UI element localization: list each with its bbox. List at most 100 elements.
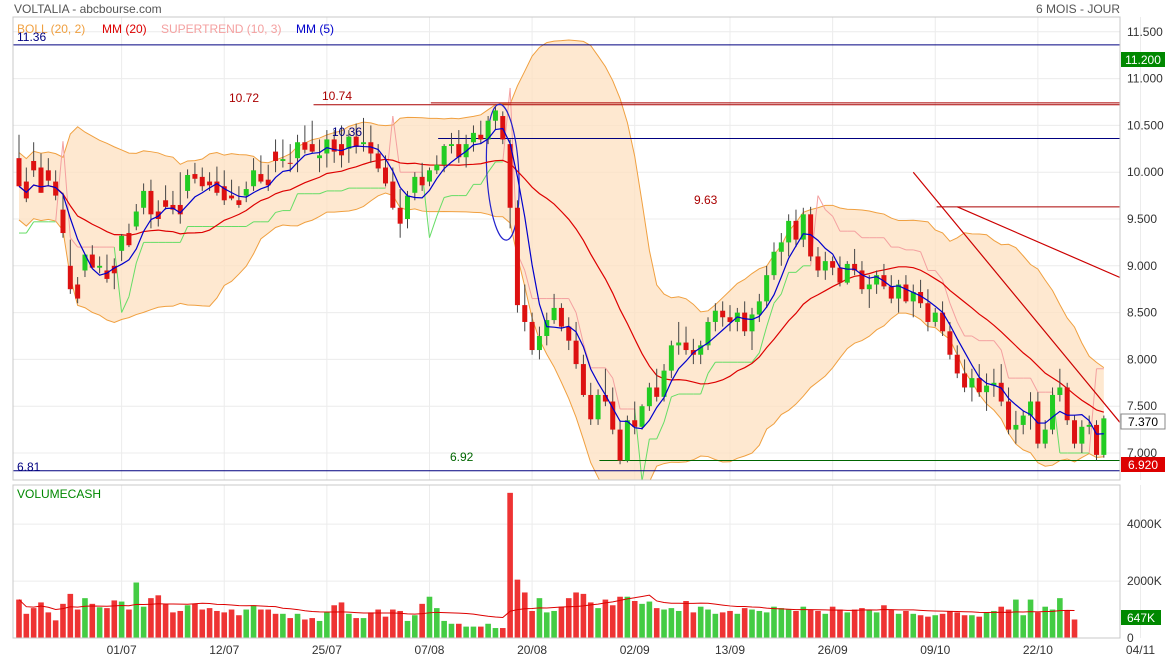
volume-bar bbox=[250, 605, 257, 638]
volume-bar bbox=[272, 613, 279, 638]
period-label: 6 MOIS - JOUR bbox=[1036, 2, 1120, 16]
volume-bar bbox=[243, 609, 250, 638]
candle-body bbox=[815, 256, 821, 271]
volume-bar bbox=[543, 612, 550, 638]
candle-body bbox=[251, 170, 257, 187]
volume-bar bbox=[690, 612, 697, 638]
supertrend-segment bbox=[487, 161, 496, 173]
volume-bar bbox=[316, 620, 323, 638]
volume-bar bbox=[932, 615, 939, 638]
candle-body bbox=[1094, 424, 1100, 455]
supertrend-segment bbox=[971, 335, 980, 342]
candle-body bbox=[104, 270, 110, 279]
date-tick-label: 13/09 bbox=[715, 643, 745, 657]
candle-body bbox=[1028, 401, 1034, 416]
date-tick-label: 01/07 bbox=[107, 643, 137, 657]
volume-bar bbox=[903, 610, 909, 638]
supertrend-segment bbox=[604, 367, 614, 379]
supertrend-segment bbox=[179, 226, 189, 243]
candle-body bbox=[617, 429, 623, 461]
candle-body bbox=[1079, 426, 1085, 444]
candle-body bbox=[522, 305, 528, 322]
volume-title: VOLUMECASH bbox=[17, 487, 101, 501]
candle-body bbox=[368, 142, 374, 154]
volume-bar bbox=[565, 598, 572, 638]
date-tick-label: 02/09 bbox=[620, 643, 650, 657]
supertrend-segment bbox=[55, 141, 64, 222]
candle-body bbox=[31, 160, 37, 171]
candle-body bbox=[280, 159, 286, 161]
candle-body bbox=[595, 394, 601, 420]
volume-bar bbox=[639, 603, 645, 638]
price-panel bbox=[13, 39, 1120, 480]
volume-bar bbox=[1057, 598, 1063, 638]
volume-bar bbox=[52, 620, 59, 638]
candle-body bbox=[60, 209, 66, 234]
candle-body bbox=[771, 251, 777, 276]
candle-body bbox=[837, 267, 843, 283]
candle-body bbox=[361, 142, 367, 145]
supertrend-segment bbox=[934, 270, 943, 281]
candle-body bbox=[683, 342, 689, 351]
candle-body bbox=[456, 144, 462, 158]
volume-bar bbox=[294, 613, 301, 638]
supertrend-segment bbox=[121, 296, 130, 313]
candle-body bbox=[852, 263, 858, 271]
volume-bar bbox=[228, 609, 235, 638]
volume-bar bbox=[683, 601, 689, 638]
volume-bar bbox=[126, 609, 132, 638]
candle-body bbox=[822, 261, 828, 271]
volume-bar bbox=[998, 606, 1005, 638]
supertrend-segment bbox=[956, 321, 966, 337]
level-label-6-81: 6.81 bbox=[17, 460, 41, 474]
badge-11-200-text: 11.200 bbox=[1125, 53, 1161, 67]
candle-body bbox=[45, 170, 51, 181]
volume-bar bbox=[580, 593, 587, 638]
candle-body bbox=[419, 176, 425, 186]
supertrend-segment bbox=[949, 303, 958, 323]
candle-body bbox=[67, 265, 73, 290]
price-tick-label: 10.000 bbox=[1127, 165, 1164, 179]
volume-bar bbox=[749, 609, 755, 638]
volume-bar bbox=[507, 492, 513, 638]
candle-body bbox=[287, 162, 293, 164]
candle-body bbox=[207, 181, 213, 186]
volume-bar bbox=[969, 615, 975, 638]
candle-body bbox=[148, 190, 154, 215]
candle-body bbox=[624, 420, 630, 461]
volume-bar bbox=[727, 610, 733, 638]
volume-bar bbox=[448, 623, 455, 638]
date-tick-label: 26/09 bbox=[818, 643, 848, 657]
candle-body bbox=[448, 144, 454, 146]
candle-body bbox=[16, 158, 22, 187]
volume-tick-label: 2000K bbox=[1127, 574, 1162, 588]
volume-bar bbox=[741, 608, 748, 638]
volume-bar bbox=[1020, 615, 1027, 638]
volume-bar bbox=[404, 620, 411, 638]
supertrend-segment bbox=[319, 190, 328, 195]
volume-bar bbox=[118, 601, 125, 638]
volume-bar bbox=[1035, 612, 1041, 638]
candle-body bbox=[390, 181, 396, 208]
volume-bar bbox=[1071, 619, 1078, 638]
date-tick-label: 20/08 bbox=[517, 643, 547, 657]
candle-body bbox=[97, 265, 103, 268]
level-label-10-36: 10.36 bbox=[332, 125, 362, 139]
volume-bar bbox=[309, 618, 315, 638]
candle-body bbox=[23, 181, 29, 199]
candle-body bbox=[529, 321, 535, 351]
price-tick-label: 9.000 bbox=[1127, 259, 1157, 273]
supertrend-segment bbox=[275, 210, 284, 213]
volume-panel bbox=[16, 492, 1078, 638]
candle-body bbox=[1050, 394, 1056, 430]
supertrend-segment bbox=[780, 272, 790, 295]
volume-bar bbox=[609, 605, 616, 638]
volume-bar bbox=[331, 605, 337, 638]
candle-body bbox=[492, 110, 498, 121]
supertrend-segment bbox=[817, 195, 826, 210]
candle-body bbox=[947, 331, 953, 355]
supertrend-segment bbox=[854, 230, 863, 239]
candle-body bbox=[470, 132, 476, 143]
